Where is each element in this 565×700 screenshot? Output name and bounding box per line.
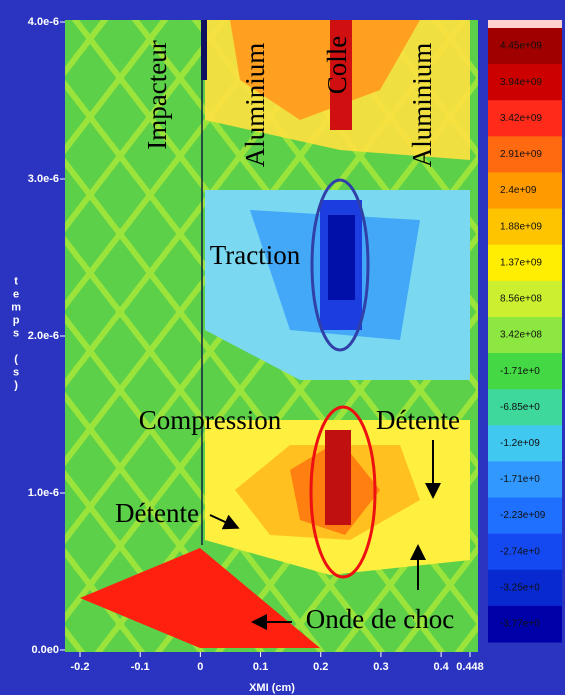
colorbar-level	[488, 533, 562, 571]
annotation: Compression	[139, 405, 282, 435]
y-axis-label: temps (s)	[10, 276, 22, 393]
colorbar-level	[488, 172, 562, 210]
colorbar-level	[488, 316, 562, 354]
material-label: Colle	[322, 36, 352, 95]
y-tick-label: 0.0e0	[31, 644, 59, 656]
material-label: Impacteur	[142, 40, 172, 149]
colorbar-level	[488, 425, 562, 462]
colorbar-label: 2.91e+09	[500, 149, 542, 160]
material-label: Aluminium	[240, 43, 270, 168]
colorbar-label: 3.94e+09	[500, 77, 542, 88]
x-tick-label: -0.2	[71, 661, 90, 673]
colorbar-level	[488, 461, 562, 499]
field	[65, 20, 478, 652]
compression-ellipse	[309, 405, 377, 579]
colorbar-label: 8.56e+08	[500, 294, 542, 305]
colorbar-label: -6.85e+0	[500, 402, 540, 413]
x-tick-label: -0.1	[131, 661, 150, 673]
colorbar-level	[488, 208, 562, 246]
colorbar-level	[488, 569, 562, 607]
y-tick-label: 4.0e-6	[28, 16, 59, 28]
colorbar-label: -2.74e+0	[500, 546, 540, 557]
x-tick-label: 0.4	[433, 661, 449, 673]
y-tick-label: 3.0e-6	[28, 173, 59, 185]
x-axis-label: XMI (cm)	[249, 682, 295, 694]
colorbar-level	[488, 353, 562, 390]
colorbar-cap	[488, 20, 562, 28]
material-label: Aluminium	[407, 43, 437, 168]
colorbar-label: 1.37e+09	[500, 257, 542, 268]
colorbar-level	[488, 497, 562, 535]
y-tick-label: 2.0e-6	[28, 330, 59, 342]
annotation: Traction	[210, 240, 301, 270]
colorbar-label: -1.2e+09	[500, 438, 540, 449]
colorbar-label: -3.25e+0	[500, 582, 540, 593]
colorbar-level	[488, 100, 562, 137]
x-tick-label: 0.3	[373, 661, 388, 673]
colorbar-level	[488, 28, 562, 65]
colorbar-label: 3.42e+09	[500, 113, 542, 124]
colorbar-level	[488, 244, 562, 282]
colorbar-label: -3.77e+0	[500, 619, 540, 630]
colorbar-level	[488, 389, 562, 426]
x-tick-label: 0	[197, 661, 203, 673]
traction-ellipse	[310, 178, 370, 352]
x-tick-label: 0.2	[313, 661, 328, 673]
x-tick-label: 0.448	[456, 661, 484, 673]
x-tick-label: 0.1	[253, 661, 268, 673]
annotation: Détente	[376, 405, 460, 435]
colorbar-level	[488, 605, 562, 643]
annotation: Détente	[115, 498, 199, 528]
colorbar-level	[488, 280, 562, 318]
annotation: Onde de choc	[306, 604, 454, 634]
colorbar-label: 4.45e+09	[500, 41, 542, 52]
colorbar-level	[488, 136, 562, 173]
colorbar-label: 2.4e+09	[500, 185, 537, 196]
colorbar-label: -1.71e+0	[500, 474, 540, 485]
colorbar-label: 1.88e+09	[500, 221, 542, 232]
colorbar-label: -1.71e+0	[500, 366, 540, 377]
colorbar-label: 3.42e+08	[500, 330, 542, 341]
colorbar-label: -2.23e+09	[500, 510, 546, 521]
arrows	[209, 440, 441, 630]
y-tick-label: 1.0e-6	[28, 487, 59, 499]
colorbar-level	[488, 64, 562, 101]
